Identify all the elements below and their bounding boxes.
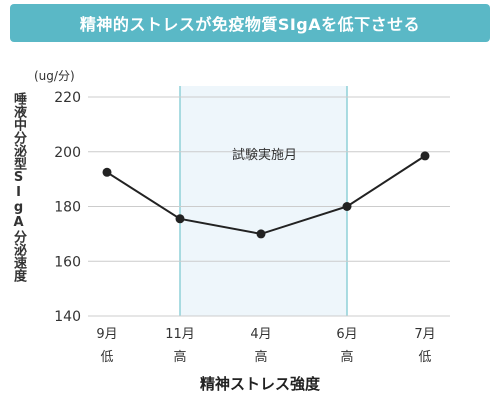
test-period-label: 試験実施月: [232, 147, 297, 163]
y-tick-label: 180: [54, 200, 81, 216]
stress-level-label: 高: [340, 349, 353, 365]
data-point: [420, 151, 430, 161]
x-tick-label: 6月: [336, 327, 357, 342]
y-tick-label: 220: [54, 90, 81, 106]
data-point: [256, 229, 266, 239]
stress-level-label: 低: [100, 350, 113, 365]
x-tick-label: 11月: [165, 327, 195, 342]
x-tick-label: 9月: [96, 327, 117, 342]
stress-level-label: 低: [418, 350, 431, 365]
x-axis-title: 精神ストレス強度: [200, 375, 321, 393]
y-tick-label: 140: [54, 309, 81, 325]
data-point: [175, 214, 185, 224]
y-tick-label: 160: [54, 254, 81, 270]
x-tick-label: 7月: [414, 327, 435, 342]
y-axis-unit: (ug/分): [34, 69, 75, 83]
data-point: [342, 202, 352, 211]
x-tick-label: 4月: [250, 327, 271, 342]
page-title: 精神的ストレスが免疫物質SIgAを低下させる: [79, 15, 421, 34]
y-axis-title: 唾液中分泌型SIgA分泌速度: [11, 92, 26, 282]
data-point: [102, 167, 112, 177]
y-tick-label: 200: [54, 145, 81, 161]
stress-level-label: 高: [173, 349, 186, 365]
test-period-shade: [180, 86, 347, 316]
page-title-banner: 精神的ストレスが免疫物質SIgAを低下させる: [10, 4, 490, 42]
stress-level-label: 高: [254, 349, 267, 365]
